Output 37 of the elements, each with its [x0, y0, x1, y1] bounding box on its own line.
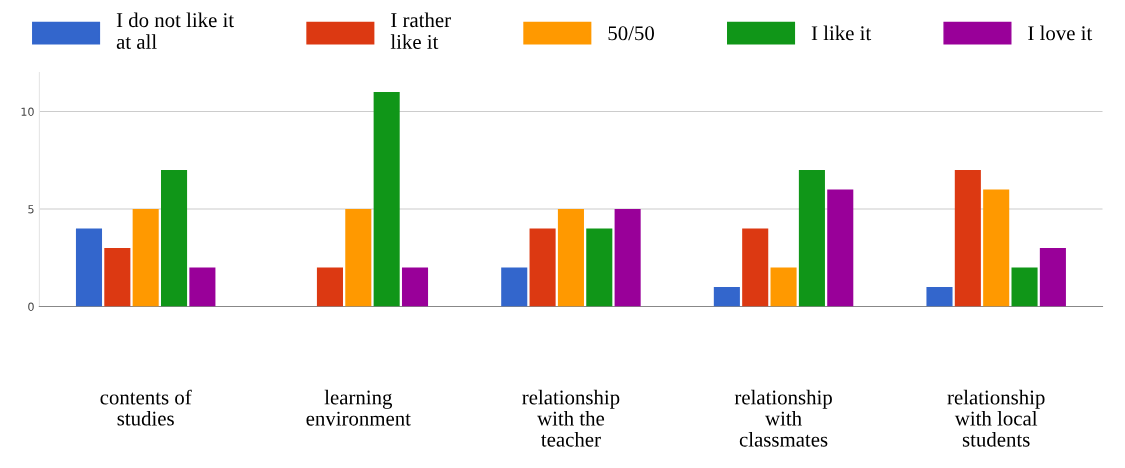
bar — [373, 92, 400, 307]
y-tick-label: 10 — [21, 107, 34, 116]
bar — [132, 209, 159, 307]
legend-label: I do not like it at all — [116, 12, 234, 49]
bar — [586, 228, 613, 307]
x-tick-label: relationship with the teacher — [522, 389, 620, 447]
x-tick-label: learning environment — [306, 389, 411, 426]
bar — [614, 209, 641, 307]
x-tick-label: contents of studies — [100, 389, 192, 426]
bar — [770, 267, 797, 307]
bar — [501, 267, 528, 307]
bar — [983, 189, 1010, 307]
x-tick-label: relationship with classmates — [734, 389, 832, 447]
legend-label: I like it — [811, 25, 872, 41]
bar — [557, 209, 584, 307]
legend-label: I rather like it — [390, 12, 451, 49]
y-tick-label: 0 — [28, 302, 34, 311]
bar — [161, 170, 188, 307]
bar — [1011, 267, 1038, 307]
x-tick-label: relationship with local students — [947, 389, 1045, 447]
bar — [401, 267, 429, 307]
bar — [189, 267, 216, 307]
bar — [713, 287, 740, 307]
y-tick-label: 5 — [28, 205, 34, 214]
bar — [1039, 248, 1066, 307]
legend-label: I love it — [1028, 25, 1093, 41]
bar — [529, 228, 556, 307]
bar — [827, 189, 854, 307]
bar — [742, 228, 769, 307]
bar — [316, 267, 343, 307]
bar — [954, 170, 981, 307]
bar — [798, 170, 825, 307]
bar — [926, 287, 953, 307]
bar — [345, 209, 372, 307]
bar — [104, 248, 131, 307]
bar — [75, 228, 103, 307]
legend-label: 50/50 — [608, 26, 654, 41]
